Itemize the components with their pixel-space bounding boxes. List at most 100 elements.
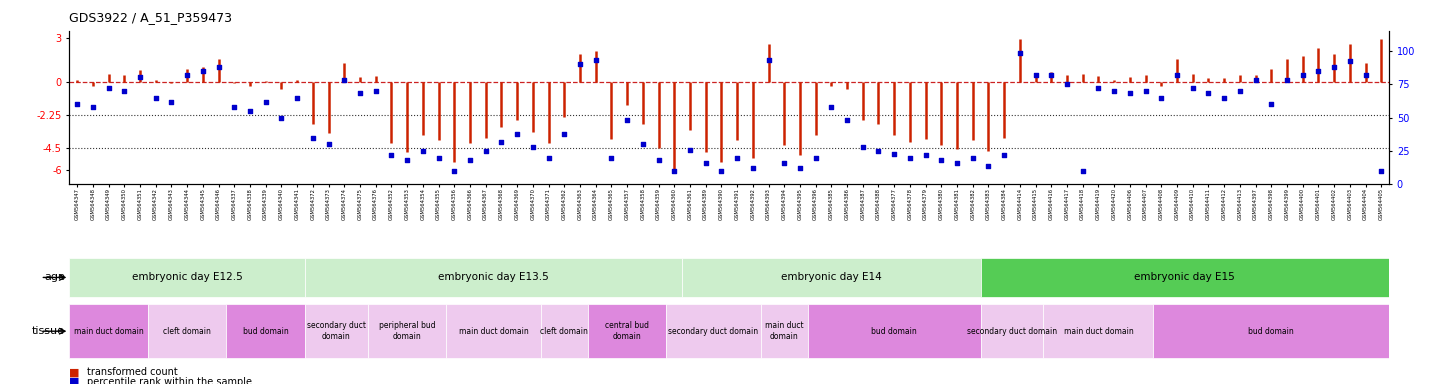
Bar xyxy=(305,258,682,297)
Point xyxy=(866,148,890,154)
Point xyxy=(113,88,136,94)
Point xyxy=(695,160,718,166)
Point xyxy=(1229,88,1252,94)
Point xyxy=(679,147,702,153)
Point xyxy=(443,168,466,174)
Point xyxy=(427,154,451,161)
Point xyxy=(364,88,387,94)
Point xyxy=(254,98,277,104)
Text: ■: ■ xyxy=(69,377,79,384)
Text: secondary duct domain: secondary duct domain xyxy=(669,327,758,336)
Text: bud domain: bud domain xyxy=(1249,327,1294,336)
Point xyxy=(962,154,985,161)
Point xyxy=(741,165,764,171)
Text: embryonic day E14: embryonic day E14 xyxy=(781,272,882,283)
Point xyxy=(710,168,734,174)
Point xyxy=(1259,101,1282,107)
Point xyxy=(978,162,1001,169)
Text: transformed count: transformed count xyxy=(87,367,178,377)
Point xyxy=(1056,81,1079,87)
Text: secondary duct domain: secondary duct domain xyxy=(967,327,1057,336)
Point xyxy=(521,144,544,150)
Text: peripheral bud
domain: peripheral bud domain xyxy=(378,321,436,341)
Point xyxy=(222,104,245,110)
Point xyxy=(191,68,214,74)
Point xyxy=(914,152,937,158)
Point xyxy=(1024,72,1047,78)
Point xyxy=(1149,94,1173,101)
Point xyxy=(599,154,622,161)
Point xyxy=(1134,88,1157,94)
Point xyxy=(1339,58,1362,65)
Point xyxy=(490,139,513,145)
Text: bud domain: bud domain xyxy=(243,327,289,336)
Text: embryonic day E13.5: embryonic day E13.5 xyxy=(438,272,549,283)
Point xyxy=(820,104,843,110)
Text: main duct domain: main duct domain xyxy=(1064,327,1134,336)
Point xyxy=(930,157,953,163)
Point xyxy=(569,61,592,67)
Text: GDS3922 / A_51_P359473: GDS3922 / A_51_P359473 xyxy=(69,12,232,25)
Point xyxy=(129,74,152,81)
Point xyxy=(1165,72,1188,78)
Bar xyxy=(69,305,147,358)
Point xyxy=(380,152,403,158)
Point xyxy=(663,168,686,174)
Point xyxy=(1291,72,1314,78)
Text: main duct domain: main duct domain xyxy=(74,327,143,336)
Bar xyxy=(305,305,368,358)
Text: tissue: tissue xyxy=(32,326,65,336)
Point xyxy=(553,131,576,137)
Point xyxy=(144,94,168,101)
Point xyxy=(81,104,104,110)
Point xyxy=(1275,77,1298,83)
Text: percentile rank within the sample: percentile rank within the sample xyxy=(87,377,251,384)
Point xyxy=(1040,72,1063,78)
Text: cleft domain: cleft domain xyxy=(163,327,211,336)
Point xyxy=(1071,168,1095,174)
Point xyxy=(1197,90,1220,96)
Point xyxy=(302,134,325,141)
Point xyxy=(412,148,435,154)
Point xyxy=(1370,168,1393,174)
Text: central bud
domain: central bud domain xyxy=(605,321,650,341)
Text: embryonic day E12.5: embryonic day E12.5 xyxy=(131,272,243,283)
Point xyxy=(882,151,905,157)
Text: embryonic day E15: embryonic day E15 xyxy=(1135,272,1235,283)
Text: cleft domain: cleft domain xyxy=(540,327,588,336)
Bar xyxy=(980,258,1389,297)
Point xyxy=(1118,90,1141,96)
Bar xyxy=(540,305,588,358)
Point xyxy=(537,154,560,161)
Bar xyxy=(69,258,305,297)
Point xyxy=(458,157,481,163)
Point xyxy=(757,57,780,63)
Point xyxy=(1103,88,1126,94)
Point xyxy=(647,157,670,163)
Point xyxy=(615,117,638,123)
Text: ■: ■ xyxy=(69,367,79,377)
Bar xyxy=(227,305,305,358)
Point xyxy=(270,114,293,121)
Point xyxy=(176,72,199,78)
Bar xyxy=(446,305,540,358)
Bar xyxy=(980,305,1044,358)
Text: bud domain: bud domain xyxy=(871,327,917,336)
Point xyxy=(474,148,497,154)
Point xyxy=(788,165,812,171)
Bar xyxy=(588,305,666,358)
Point xyxy=(836,117,859,123)
Bar xyxy=(666,305,761,358)
Point xyxy=(631,141,654,147)
Bar xyxy=(147,305,227,358)
Bar xyxy=(761,305,807,358)
Bar xyxy=(1044,305,1154,358)
Point xyxy=(348,90,371,96)
Point xyxy=(773,160,796,166)
Point xyxy=(318,141,341,147)
Text: age: age xyxy=(45,272,65,283)
Bar xyxy=(807,305,980,358)
Point xyxy=(585,57,608,63)
Bar xyxy=(368,305,446,358)
Text: secondary duct
domain: secondary duct domain xyxy=(308,321,365,341)
